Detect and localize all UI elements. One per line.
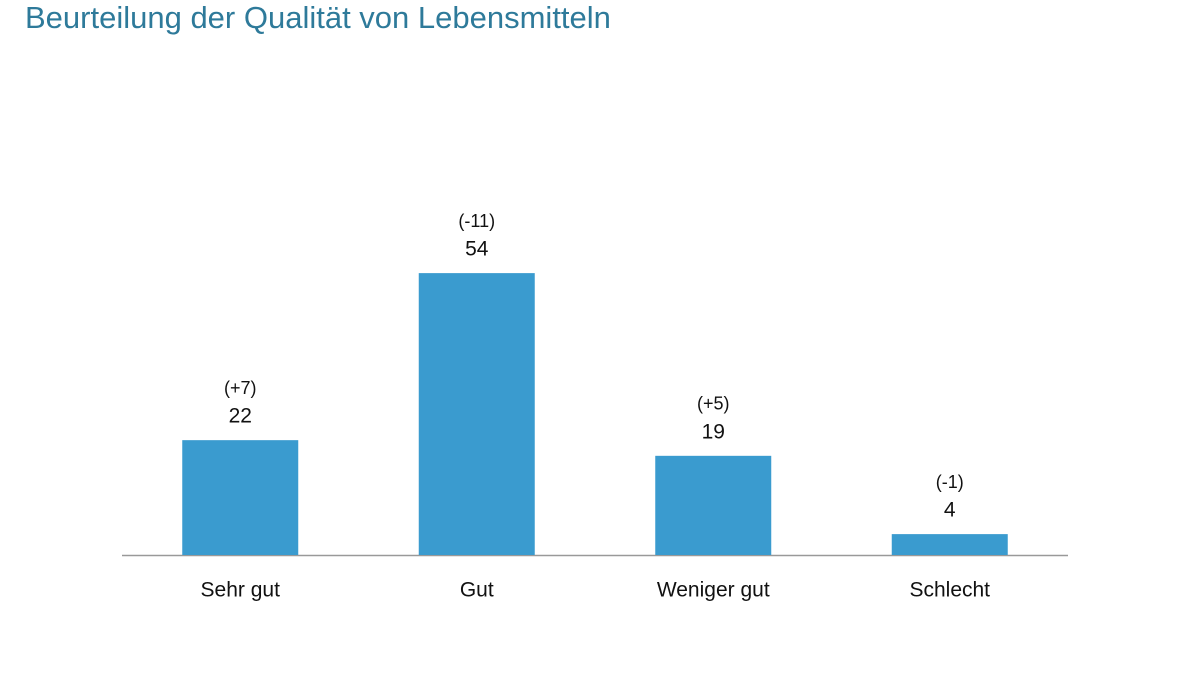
- chart-title: Beurteilung der Qualität von Lebensmitte…: [25, 0, 611, 35]
- x-tick-label: Sehr gut: [201, 579, 281, 602]
- value-label: 4: [944, 499, 956, 522]
- x-tick-label: Schlecht: [909, 579, 990, 602]
- change-label: (+7): [224, 378, 257, 398]
- change-label: (+5): [697, 394, 730, 414]
- bar: [182, 440, 299, 555]
- x-tick-label: Weniger gut: [657, 579, 770, 602]
- bar: [418, 273, 535, 555]
- value-label: 54: [465, 238, 489, 261]
- change-label: (-11): [458, 211, 495, 231]
- value-label: 22: [229, 405, 252, 428]
- bar: [655, 455, 772, 555]
- value-label: 19: [702, 420, 725, 443]
- x-tick-label: Gut: [460, 579, 494, 602]
- change-label: (-1): [936, 472, 964, 492]
- bar: [891, 534, 1008, 555]
